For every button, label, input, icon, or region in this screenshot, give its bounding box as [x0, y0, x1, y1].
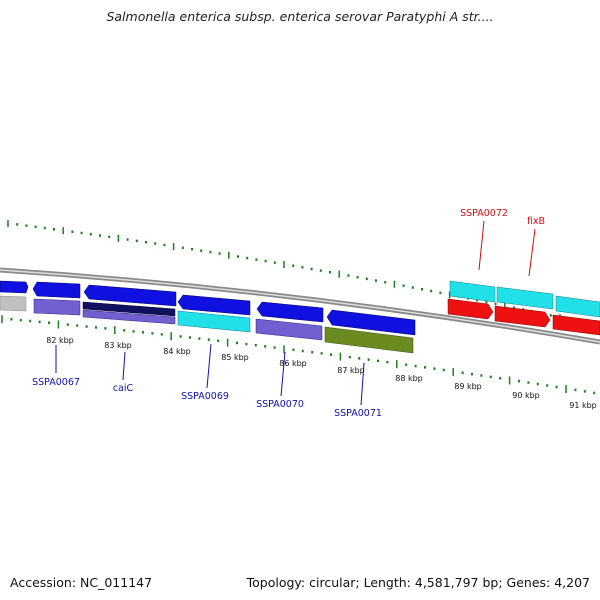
gene-label[interactable]: SSPA0072 [460, 208, 508, 219]
gene-feature[interactable] [496, 286, 554, 310]
gene-feature[interactable] [82, 309, 176, 325]
gene-label-leader [360, 362, 365, 406]
gene-labels[interactable]: SSPA0067 caiC SSPA0069 SSPA0070 SSPA0071 SSPA… [32, 208, 545, 419]
gene-feature[interactable] [494, 305, 551, 328]
gene-label-leader [122, 351, 126, 381]
gene-feature[interactable] [255, 318, 323, 341]
gene-feature[interactable] [177, 310, 251, 333]
gene-label-leader [206, 343, 212, 389]
gene-feature[interactable] [555, 295, 600, 318]
gene-label-leader [280, 351, 286, 397]
gene-feature[interactable] [0, 280, 29, 294]
gene-feature[interactable] [324, 326, 414, 354]
ruler-tick-label: 91 kbp [569, 401, 597, 410]
gene-feature[interactable] [447, 298, 494, 320]
gene-feature[interactable] [177, 294, 251, 316]
gene-label-leader [528, 228, 536, 277]
ruler-tick-label: 89 kbp [454, 382, 482, 391]
ruler-tick-labels: 82 kbp 83 kbp 84 kbp 85 kbp 86 kbp 87 kbp 88 k… [46, 336, 597, 410]
gene-label[interactable]: fixB [527, 216, 545, 227]
accession-label: Accession: NC_011147 [10, 575, 153, 590]
ruler-tick-label: 90 kbp [512, 391, 540, 400]
ruler-tick-label: 83 kbp [104, 341, 132, 350]
gene-label-leaders [55, 220, 536, 406]
map-title: Salmonella enterica subsp. enterica sero… [106, 9, 494, 24]
inner-ruler-ticks [1, 315, 596, 395]
gene-feature[interactable] [326, 309, 416, 336]
ruler-tick-label: 84 kbp [163, 347, 191, 356]
gene-label-leader [478, 220, 485, 271]
ruler-tick-label: 87 kbp [337, 366, 365, 375]
ruler-tick-label: 86 kbp [279, 359, 307, 368]
gene-label[interactable]: SSPA0069 [181, 391, 229, 402]
gene-label[interactable]: caiC [113, 383, 134, 394]
ruler-tick-label: 82 kbp [46, 336, 74, 345]
gene-feature[interactable] [256, 301, 324, 323]
gene-feature[interactable] [82, 301, 176, 317]
gene-label[interactable]: SSPA0067 [32, 377, 80, 388]
gene-feature[interactable] [83, 284, 177, 307]
ruler-tick-label: 85 kbp [221, 353, 249, 362]
backbone-highlight [0, 269, 600, 343]
gene-feature[interactable] [552, 314, 600, 336]
gene-feature[interactable] [0, 295, 27, 312]
gene-feature[interactable] [33, 298, 81, 316]
gene-features[interactable] [0, 280, 600, 354]
gene-feature[interactable] [32, 281, 81, 299]
topology-summary: Topology: circular; Length: 4,581,797 bp… [246, 575, 590, 590]
gene-label[interactable]: SSPA0071 [334, 408, 382, 419]
ruler-tick-label: 88 kbp [395, 374, 423, 383]
gene-label[interactable]: SSPA0070 [256, 399, 304, 410]
gene-feature[interactable] [449, 280, 496, 303]
